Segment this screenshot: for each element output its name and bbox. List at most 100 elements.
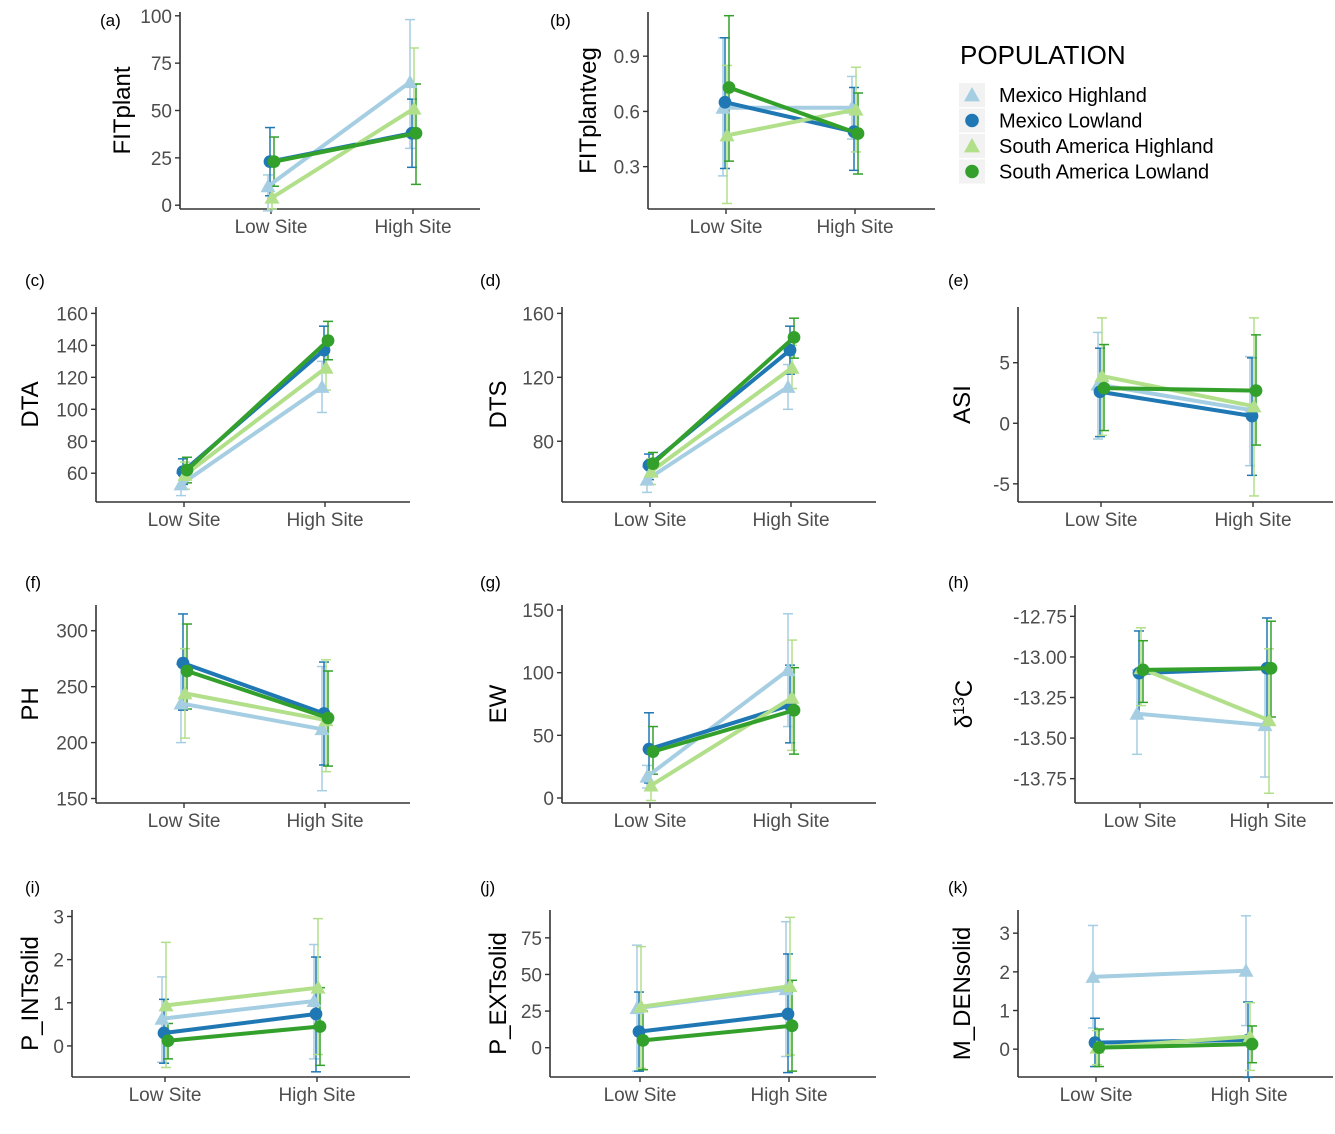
y-axis-title: PH [17, 687, 44, 720]
y-tick-label: 75 [521, 929, 542, 950]
data-point-south-america-highland [848, 102, 864, 116]
x-tick-label: Low Site [148, 510, 221, 531]
y-tick-label: 25 [151, 149, 172, 170]
series-line-south-america-highland [183, 691, 328, 723]
series-line-south-america-highland [1139, 666, 1271, 723]
data-point-south-america-lowland [646, 457, 660, 471]
y-tick-label: 0.9 [614, 47, 640, 68]
y-tick-label: 100 [522, 664, 554, 685]
x-tick-label: High Site [1214, 510, 1291, 531]
data-point-south-america-lowland [646, 745, 660, 758]
y-axis-title: DTA [17, 381, 44, 427]
y-tick-label: 100 [56, 400, 88, 421]
data-point-south-america-lowland [313, 1020, 327, 1033]
series-line-south-america-lowland [272, 131, 418, 164]
data-point-south-america-highland [406, 101, 422, 115]
legend-items: Mexico Highland Mexico Lowland South Ameri… [959, 83, 1214, 184]
data-point-south-america-highland [782, 978, 798, 993]
data-point-south-america-lowland [787, 330, 801, 344]
data-point-south-america-highland [158, 997, 174, 1012]
y-axis-title-element: C [951, 680, 978, 697]
y-tick-label: 120 [56, 368, 88, 389]
series-line-south-america-lowland [1102, 386, 1258, 393]
series-line-mexico-lowland [1098, 389, 1254, 419]
data-point-south-america-lowland [722, 81, 736, 94]
x-tick-label: Low Site [614, 811, 687, 832]
series-line-mexico-lowland [181, 661, 326, 716]
y-axis-title: FITplant [109, 66, 136, 154]
data-point-mexico-highland [639, 472, 655, 486]
series-line-south-america-lowland [185, 669, 330, 720]
legend-marker-south-america-highland [964, 138, 980, 153]
y-tick-label: 3 [53, 907, 64, 928]
data-point-south-america-lowland [851, 127, 865, 140]
y-tick-label: 100 [140, 7, 172, 28]
series-line-mexico-lowland [162, 1011, 318, 1035]
data-point-south-america-highland [784, 690, 800, 704]
data-point-south-america-highland [177, 685, 193, 700]
x-tick-label: Low Site [129, 1085, 202, 1106]
data-point-south-america-highland [264, 190, 280, 204]
data-point-south-america-lowland [785, 1019, 799, 1033]
series-line-south-america-highland [639, 984, 792, 1009]
panel-label: (i) [25, 878, 40, 897]
panel-f: (f) 150 200 250 300 Low Site High Site PH [17, 573, 410, 832]
x-tick-label: High Site [278, 1085, 355, 1106]
y-tick-label: -12.75 [1013, 607, 1067, 628]
data-point-south-america-lowland [409, 126, 423, 140]
series-line-mexico-highland [645, 384, 790, 482]
y-tick-label: 0 [999, 414, 1010, 435]
x-tick-label: High Site [816, 217, 893, 238]
series-line-mexico-highland [1135, 711, 1267, 728]
panel-label: (b) [550, 11, 571, 30]
panel-label: (f) [25, 573, 41, 592]
y-tick-label: 50 [521, 965, 542, 986]
data-point-south-america-lowland [1092, 1041, 1106, 1054]
data-point-mexico-lowland [309, 1007, 323, 1021]
data-point-south-america-highland [1094, 368, 1110, 383]
y-axis-title: FITplantveg [575, 47, 602, 174]
data-point-south-america-highland [643, 464, 659, 478]
x-tick-label: High Site [286, 811, 363, 832]
y-tick-label: 50 [533, 726, 554, 747]
data-point-south-america-highland [1246, 398, 1262, 413]
series-line-south-america-lowland [727, 85, 860, 136]
series-line-mexico-highland [645, 668, 790, 779]
y-tick-label: -5 [993, 475, 1010, 496]
x-tick-label: High Site [1229, 811, 1306, 832]
data-point-south-america-lowland [267, 155, 281, 169]
y-tick-label: 0 [161, 196, 172, 217]
y-tick-label: 3 [999, 924, 1010, 945]
x-tick-label: High Site [752, 811, 829, 832]
legend-label: South America Highland [999, 136, 1214, 158]
y-tick-label: 150 [56, 790, 88, 811]
y-axis-title: M_DENsolid [949, 927, 976, 1060]
x-tick-label: Low Site [235, 217, 308, 238]
legend-label: Mexico Highland [999, 85, 1147, 107]
legend-marker-mexico-lowland [965, 113, 979, 128]
data-point-mexico-highland [314, 379, 330, 393]
y-tick-label: 25 [521, 1002, 542, 1023]
panel-label: (g) [480, 573, 501, 592]
y-tick-label: 200 [56, 734, 88, 755]
legend-item-south-america-highland: South America Highland [959, 134, 1214, 158]
y-tick-label: 0 [531, 1039, 542, 1060]
y-tick-label: 75 [151, 54, 172, 75]
x-tick-label: Low Site [1060, 1085, 1133, 1106]
y-axis-title: P_EXTsolid [485, 932, 512, 1055]
y-tick-label: 140 [56, 336, 88, 357]
series-line-mexico-highland [160, 999, 316, 1021]
panel-a: (a) 0 25 50 75 100 Low Site High Site FITplant [100, 7, 480, 238]
y-tick-label: 5 [999, 354, 1010, 375]
y-axis-title: δ13C [951, 680, 979, 729]
series-line-south-america-lowland [185, 338, 330, 473]
data-point-south-america-highland [310, 980, 326, 994]
y-tick-label: 0 [543, 789, 554, 810]
data-point-mexico-highland [173, 695, 189, 710]
series-line-mexico-highland [179, 384, 324, 487]
panel-label: (k) [948, 878, 968, 897]
series-line-south-america-highland [649, 365, 794, 474]
y-axis-title: P_INTsolid [17, 936, 44, 1051]
data-point-mexico-lowland [718, 95, 732, 109]
